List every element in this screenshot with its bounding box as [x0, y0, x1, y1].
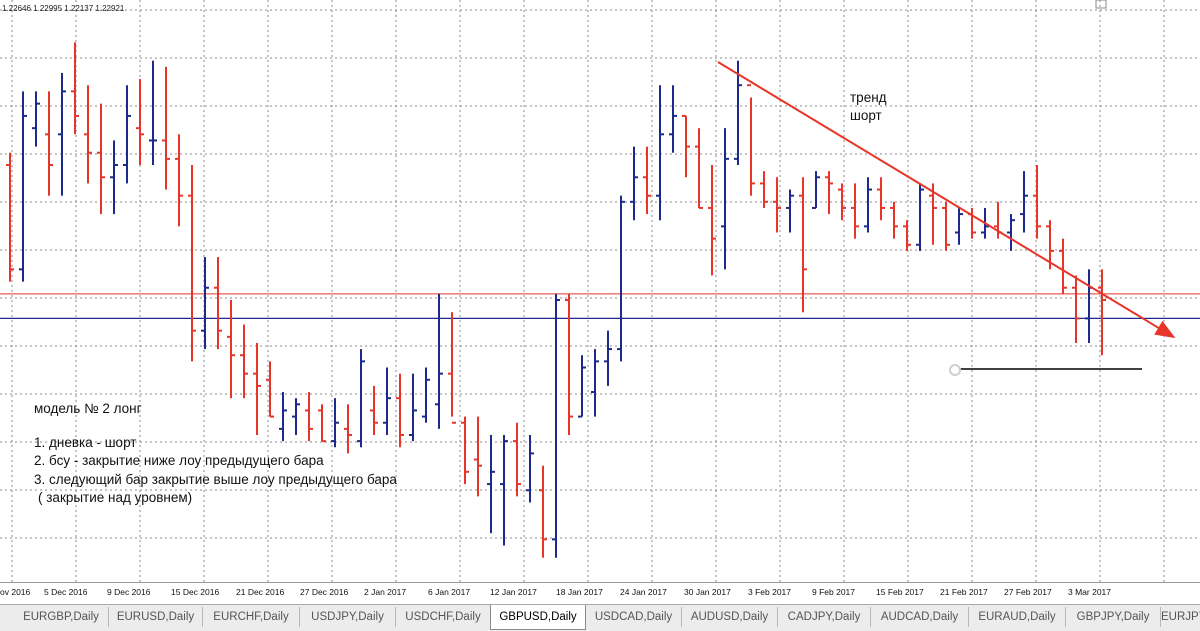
tab-euraud[interactable]: EURAUD,Daily [969, 607, 1066, 627]
price-chart[interactable] [0, 0, 1200, 582]
date-label: 24 Jan 2017 [620, 587, 667, 597]
tab-eurusd[interactable]: EURUSD,Daily [109, 607, 203, 627]
date-label: 15 Feb 2017 [876, 587, 924, 597]
tab-usdjpy[interactable]: USDJPY,Daily [300, 607, 396, 627]
date-label: 2 Jan 2017 [364, 587, 407, 597]
date-label: 18 Jan 2017 [556, 587, 603, 597]
tab-cadjpy[interactable]: CADJPY,Daily [778, 607, 871, 627]
date-label: 9 Dec 2016 [107, 587, 151, 597]
tab-eurchf[interactable]: EURCHF,Daily [203, 607, 300, 627]
tab-gbpjpy[interactable]: GBPJPY,Daily [1066, 607, 1161, 627]
trend-label-line1: тренд [850, 90, 887, 105]
date-label: 5 Dec 2016 [44, 587, 88, 597]
date-label: 3 Feb 2017 [748, 587, 792, 597]
rule-2: 2. бсу - закрытие ниже лоу предыдущего б… [34, 453, 324, 468]
date-label: 30 Jan 2017 [684, 587, 731, 597]
rule-3-note: ( закрытие над уровнем) [38, 490, 193, 505]
rule-3: 3. следующий бар закрытие выше лоу преды… [34, 472, 397, 487]
tab-usdchf[interactable]: USDCHF,Daily [396, 607, 491, 627]
trend-label-line2: шорт [850, 108, 882, 123]
ohlc-header: 1.22646 1.22995 1.22137 1.22921 [2, 4, 125, 13]
date-label: 6 Jan 2017 [428, 587, 471, 597]
date-label: 21 Feb 2017 [940, 587, 988, 597]
model-title: модель № 2 лонг [34, 401, 142, 416]
trendline-arrow [717, 61, 1176, 339]
tab-gbpusd[interactable]: GBPUSD,Daily [490, 605, 586, 630]
date-label: 27 Dec 2016 [300, 587, 349, 597]
date-label: 3 Mar 2017 [1068, 587, 1111, 597]
chart-tab-bar: EURGBP,Daily EURUSD,Daily EURCHF,Daily U… [0, 604, 1200, 631]
tab-audusd[interactable]: AUDUSD,Daily [682, 607, 778, 627]
chart-area[interactable]: 1.22646 1.22995 1.22137 1.22921 тренд шо… [0, 0, 1200, 582]
tab-eurjpy[interactable]: EURJPY [1161, 611, 1200, 623]
date-label: 15 Dec 2016 [171, 587, 220, 597]
tab-eurgbp[interactable]: EURGBP,Daily [14, 607, 109, 627]
pin-icon [1095, 0, 1107, 9]
date-label: 9 Feb 2017 [812, 587, 856, 597]
tab-usdcad[interactable]: USDCAD,Daily [586, 607, 682, 627]
date-label: 27 Feb 2017 [1004, 587, 1052, 597]
rule-1: 1. дневка - шорт [34, 435, 137, 450]
date-label: 12 Jan 2017 [490, 587, 537, 597]
tab-audcad[interactable]: AUDCAD,Daily [871, 607, 969, 627]
date-label: 21 Dec 2016 [236, 587, 285, 597]
date-axis: ov 2016 5 Dec 2016 9 Dec 2016 15 Dec 201… [0, 582, 1200, 605]
cursor-icon [949, 364, 961, 376]
date-label: ov 2016 [0, 587, 31, 597]
